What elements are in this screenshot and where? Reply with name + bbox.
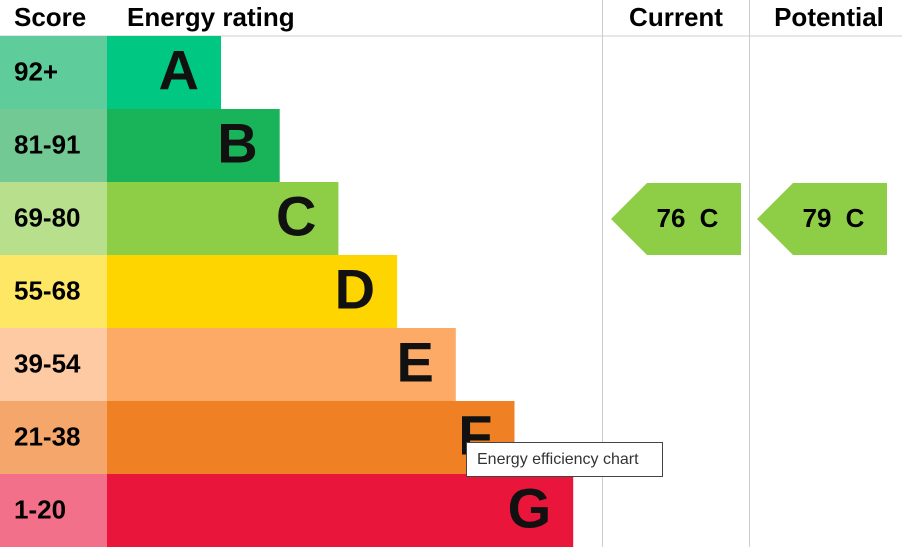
score-label: 69-80 xyxy=(14,202,81,232)
rating-letter: C xyxy=(276,184,316,247)
score-label: 55-68 xyxy=(14,275,81,305)
rating-bar xyxy=(107,474,574,547)
rating-letter: B xyxy=(217,111,257,174)
header-potential: Potential xyxy=(774,2,884,32)
score-cell xyxy=(0,255,107,328)
potential-value: 79 xyxy=(803,203,832,233)
current-value: 76 xyxy=(657,203,686,233)
rating-letter: E xyxy=(396,330,433,393)
potential-arrow xyxy=(757,183,887,255)
rating-letter: A xyxy=(159,38,199,101)
rating-letter: G xyxy=(508,476,552,539)
score-cell xyxy=(0,328,107,401)
score-cell xyxy=(0,109,107,182)
rating-bar xyxy=(107,109,280,182)
score-label: 81-91 xyxy=(14,129,81,159)
score-label: 21-38 xyxy=(14,421,81,451)
score-cell xyxy=(0,36,107,109)
rating-bar xyxy=(107,328,456,401)
rating-bar xyxy=(107,182,339,255)
rating-letter: D xyxy=(335,257,375,320)
tooltip-box xyxy=(466,442,663,477)
score-label: 1-20 xyxy=(14,494,66,524)
header-score: Score xyxy=(14,2,86,32)
score-cell xyxy=(0,474,107,547)
score-label: 92+ xyxy=(14,56,58,86)
tooltip: Energy efficiency chart xyxy=(466,442,663,477)
current-letter: C xyxy=(700,203,719,233)
score-cell xyxy=(0,401,107,474)
score-cell xyxy=(0,182,107,255)
rating-bar xyxy=(107,255,398,328)
potential-letter: C xyxy=(846,203,865,233)
score-label: 39-54 xyxy=(14,348,81,378)
rating-bar xyxy=(107,36,221,109)
rating-bar xyxy=(107,401,515,474)
header-current: Current xyxy=(629,2,723,32)
tooltip-text: Energy efficiency chart xyxy=(477,451,639,468)
header-rating: Energy rating xyxy=(127,2,295,32)
current-arrow xyxy=(611,183,741,255)
